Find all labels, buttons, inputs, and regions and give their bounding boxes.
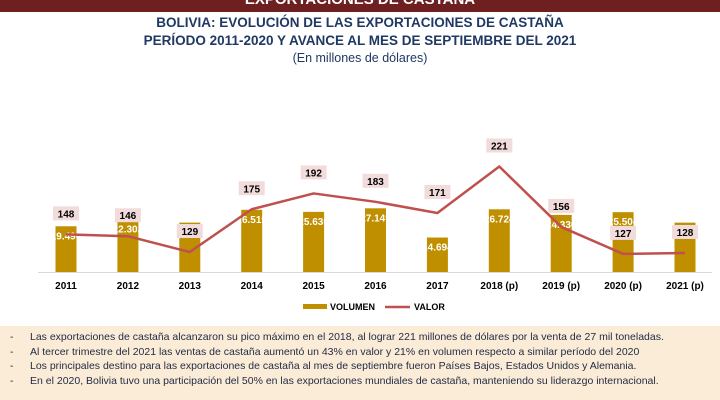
volume-bar	[426, 237, 448, 272]
valor-label-box	[362, 173, 389, 188]
volume-data-label: 19.496	[51, 231, 82, 242]
note-text: Los principales destino para las exporta…	[30, 360, 637, 372]
valor-label-box	[486, 138, 513, 153]
x-tick-label: 2015	[302, 281, 325, 292]
valor-label-box	[548, 198, 575, 213]
valor-data-label: 127	[615, 229, 632, 240]
volume-bar	[241, 209, 263, 272]
notes-panel: - Las exportaciones de castaña alcanzaron…	[0, 326, 720, 400]
x-tick-label: 2012	[117, 281, 140, 292]
valor-data-label: 156	[553, 202, 570, 213]
valor-data-label: 175	[243, 184, 260, 195]
valor-label-box	[238, 181, 265, 196]
note-item: - Las exportaciones de castaña alcanzaron…	[0, 330, 720, 345]
volume-data-label: 27.149	[360, 213, 391, 224]
volume-data-label: 26.724	[484, 214, 515, 225]
note-bullet: -	[10, 360, 14, 372]
note-text: Al tercer trimestre del 2021 las ventas …	[30, 345, 640, 358]
note-bullet: -	[10, 331, 14, 343]
note-bullet: -	[10, 345, 14, 358]
valor-label-box	[53, 206, 79, 221]
valor-label-box	[300, 165, 327, 180]
x-tick-label: 2013	[179, 281, 202, 292]
x-tick-label: 2016	[364, 281, 387, 292]
volume-bar	[365, 208, 386, 272]
note-bullet: -	[10, 374, 14, 387]
volume-data-label: 26.519	[236, 215, 267, 226]
valor-data-label: 192	[305, 168, 322, 179]
note-text: Las exportaciones de castaña alcanzaron …	[30, 331, 664, 343]
valor-label-box	[672, 224, 698, 239]
valor-line	[65, 165, 686, 256]
note-text: En el 2020, Bolivia tuvo una participaci…	[30, 374, 659, 387]
volume-bar	[488, 209, 510, 272]
x-tick-label: 2018 (p)	[480, 281, 518, 292]
chart-units: (En millones de dólares)	[292, 51, 428, 65]
valor-label-box	[610, 225, 637, 240]
valor-data-label: 128	[677, 228, 694, 239]
volume-bar	[303, 211, 325, 272]
volume-bar	[55, 226, 77, 272]
note-item: - Al tercer trimestre del 2021 las ventas…	[0, 345, 720, 360]
note-item: - Los principales destino para las export…	[0, 359, 720, 374]
volume-data-label: 14.694	[422, 243, 453, 254]
valor-data-label: 183	[367, 177, 384, 188]
legend-volumen-swatch	[303, 304, 327, 309]
valor-data-label: 129	[181, 227, 198, 238]
legend-volumen-label: VOLUMEN	[330, 302, 375, 312]
valor-label-box	[114, 208, 141, 223]
banner-title: EXPORTACIONES DE CASTAÑA	[0, 0, 720, 8]
top-banner: EXPORTACIONES DE CASTAÑA	[0, 0, 720, 12]
legend-valor-label: VALOR	[414, 302, 445, 312]
volume-data-label: 25.630	[298, 217, 329, 228]
valor-data-label: 221	[491, 141, 508, 152]
volume-data-label: 25.504	[608, 217, 639, 228]
valor-label-box	[176, 224, 203, 239]
export-chart: 19.496201122.302201221.047201326.5192014…	[38, 138, 712, 312]
volume-data-label: 22.302	[113, 225, 144, 236]
note-item: - En el 2020, Bolivia tuvo una participac…	[0, 374, 720, 389]
x-tick-label: 2019 (p)	[542, 281, 580, 292]
x-tick-label: 2017	[426, 281, 449, 292]
chart-title: BOLIVIA: EVOLUCIÓN DE LAS EXPORTACIONES …	[156, 15, 564, 30]
valor-label-box	[424, 184, 451, 199]
valor-data-label: 148	[58, 209, 75, 220]
chart-subtitle: PERÍODO 2011-2020 Y AVANCE AL MES DE SEP…	[143, 33, 577, 48]
x-tick-label: 2021 (p)	[666, 281, 704, 292]
valor-data-label: 171	[429, 188, 446, 199]
volume-bar	[117, 219, 139, 272]
x-tick-label: 2014	[241, 281, 264, 292]
x-tick-label: 2011	[55, 281, 77, 292]
x-tick-label: 2020 (p)	[604, 281, 642, 292]
valor-data-label: 146	[120, 211, 137, 222]
